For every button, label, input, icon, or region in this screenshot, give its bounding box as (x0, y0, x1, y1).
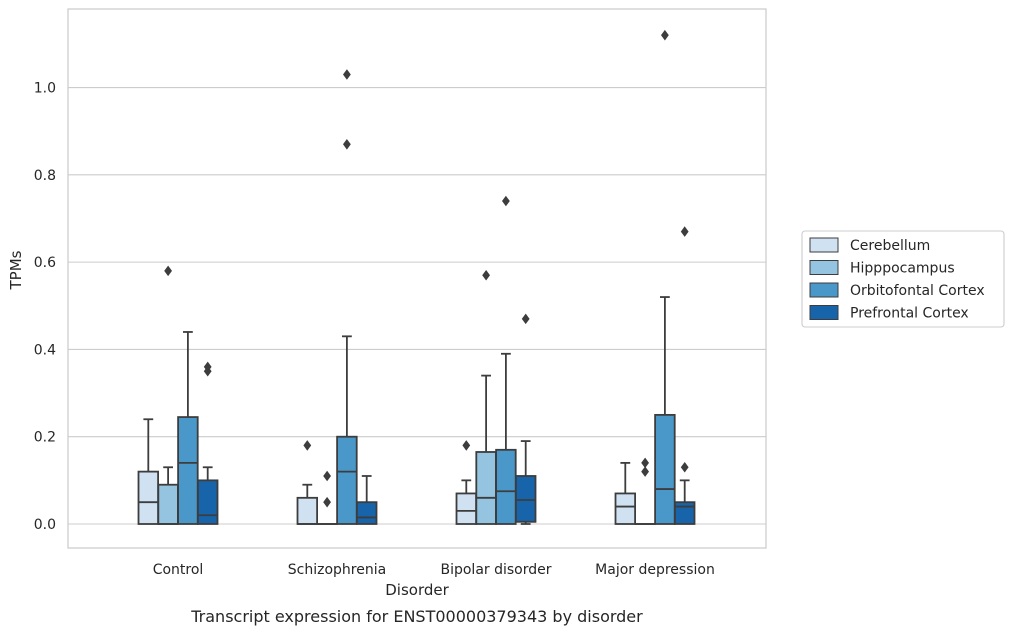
box-body (296, 496, 319, 525)
box-group (296, 440, 319, 525)
legend-entry: Orbitofontal Cortex (850, 283, 985, 299)
chart-caption: Transcript expression for ENST0000037934… (190, 607, 643, 626)
box-body (674, 501, 696, 525)
outlier-point (303, 440, 312, 451)
box-body (495, 448, 517, 525)
y-tick-label: 0.8 (34, 168, 56, 184)
legend: Cerebellum Hipppocampus Orbitofontal Corte… (801, 230, 1005, 328)
box-body (475, 451, 497, 525)
outlier-point (323, 496, 331, 508)
legend-entry: Hipppocampus (850, 261, 955, 277)
outlier-point (641, 457, 649, 469)
box-body (455, 492, 478, 525)
outlier-point (661, 29, 669, 41)
y-tick-label: 1.0 (34, 81, 56, 97)
box-body (654, 413, 676, 525)
y-tick-label: 0.4 (34, 342, 56, 358)
legend-entry: Prefrontal Cortex (850, 306, 969, 322)
x-tick-label: Bipolar disorder (440, 562, 551, 578)
outlier-point (462, 440, 471, 451)
y-tick-label: 0.0 (34, 517, 56, 533)
box-group (475, 269, 497, 525)
box-group (355, 475, 378, 525)
outlier-point (641, 466, 649, 477)
x-tick-label: Schizophrenia (288, 562, 386, 578)
outlier-point (521, 313, 530, 325)
box-group (674, 226, 696, 525)
plot-area-boxes (137, 29, 696, 525)
box-body (177, 416, 199, 525)
box-body (355, 501, 378, 525)
box-group (495, 195, 517, 525)
box-group (654, 29, 676, 525)
y-tick-label: 0.2 (34, 430, 56, 446)
legend-swatch (809, 260, 839, 275)
outlier-point (482, 269, 490, 281)
box-group (614, 461, 637, 525)
outlier-point (680, 226, 689, 237)
outlier-point (323, 470, 331, 482)
box-group (515, 313, 537, 525)
box-group (177, 331, 199, 525)
outlier-point (343, 139, 351, 150)
outlier-point (680, 461, 689, 473)
box-body (515, 475, 537, 523)
legend-frame (801, 230, 1005, 328)
x-axis-label: Disorder (385, 581, 449, 599)
legend-swatch (809, 282, 839, 298)
box-body (137, 470, 160, 525)
box-body (336, 435, 358, 525)
box-body (614, 492, 637, 525)
y-tick-labels: 0.0 0.2 0.4 0.6 0.8 1.0 (34, 81, 56, 533)
box-group (196, 361, 219, 525)
outlier-point (502, 195, 510, 207)
box-group (336, 69, 358, 525)
y-axis-label: TPMs (7, 250, 25, 290)
legend-entry: Cerebellum (850, 238, 930, 254)
legend-swatch (809, 237, 839, 253)
x-tick-label: Major depression (595, 562, 715, 578)
outlier-point (343, 69, 351, 80)
outlier-point (203, 361, 212, 373)
plot-frame (67, 8, 767, 549)
box-body (196, 479, 219, 525)
x-tick-label: Control (153, 562, 204, 578)
outlier-point (164, 265, 172, 277)
box-group (455, 440, 478, 525)
y-tick-label: 0.6 (34, 255, 56, 271)
legend-swatch (809, 305, 839, 320)
box-group (137, 418, 160, 525)
box-body (157, 483, 179, 525)
x-tick-labels: Control Schizophrenia Bipolar disorder Majo… (153, 562, 715, 578)
